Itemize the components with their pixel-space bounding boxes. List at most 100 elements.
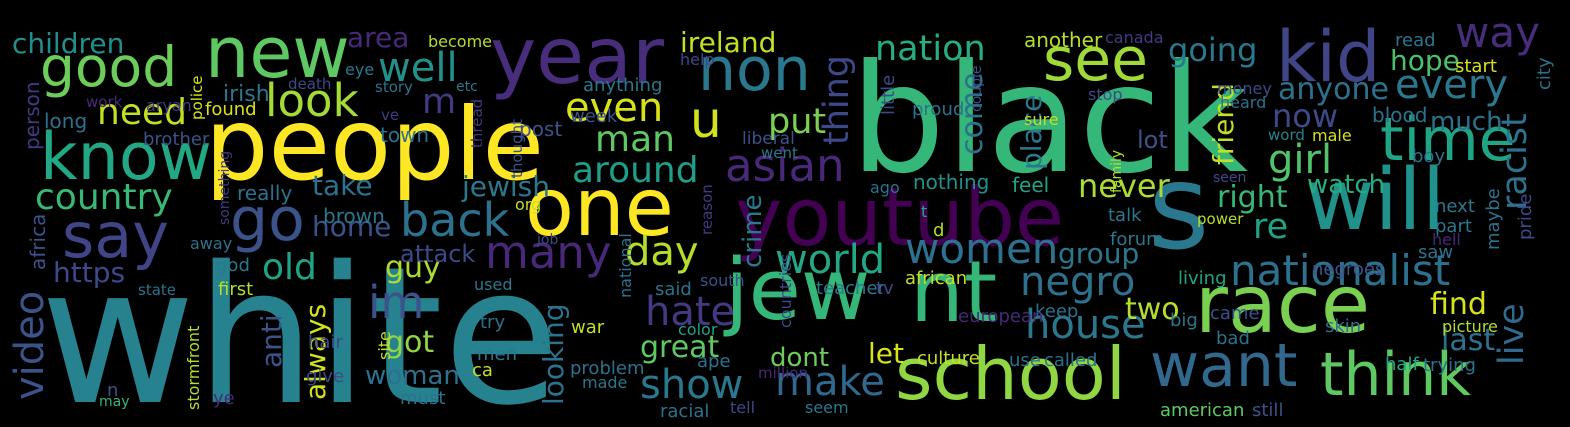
word-area: area xyxy=(347,21,410,54)
word-family: family xyxy=(1109,149,1125,193)
word-picture: picture xyxy=(1442,317,1498,336)
word-live: live xyxy=(1492,303,1532,365)
word-still: still xyxy=(1252,400,1284,421)
word-stop: stop xyxy=(1088,85,1123,104)
word-try: try xyxy=(480,312,506,333)
word-youtube: youtube xyxy=(735,171,1065,264)
word-country: country xyxy=(35,177,173,218)
word-negroes: negroes xyxy=(1312,259,1385,280)
word-anything: anything xyxy=(583,75,663,96)
word-one: one xyxy=(525,161,674,254)
word-culture: culture xyxy=(917,348,980,369)
word-brother: brother xyxy=(143,129,210,150)
word-skin: skin xyxy=(1325,316,1362,337)
word-non: non xyxy=(698,35,811,105)
word-will: will xyxy=(1305,151,1446,250)
word-people: people xyxy=(205,86,544,203)
word-nationalist: nationalist xyxy=(1230,246,1451,295)
word-hell: hell xyxy=(1432,230,1461,249)
word-hate: hate xyxy=(645,289,736,335)
word-ireland: ireland xyxy=(680,26,777,59)
word-u: u xyxy=(690,91,722,149)
word-town: town xyxy=(380,123,430,147)
word-help: help xyxy=(680,50,715,69)
word-next: next xyxy=(1435,196,1475,217)
word-now: now xyxy=(1272,97,1339,135)
word-male: male xyxy=(1312,126,1352,145)
word-thought: thought xyxy=(508,119,526,178)
word-hair: hair xyxy=(308,332,343,353)
word-police: police xyxy=(188,75,206,120)
word-liberal: liberal xyxy=(742,129,795,149)
word-crime: crime xyxy=(738,194,768,268)
word-girl: girl xyxy=(1268,137,1333,183)
word-s: s xyxy=(1148,138,1210,276)
word-hope: hope xyxy=(1390,44,1460,77)
word-nothing: nothing xyxy=(913,170,990,194)
word-watch: watch xyxy=(1307,170,1386,200)
word-become: become xyxy=(428,32,493,51)
word-old: old xyxy=(262,247,317,288)
word-d: d xyxy=(933,220,945,241)
word-re: re xyxy=(1253,207,1289,247)
word-city: city xyxy=(1534,57,1555,90)
word-brown: brown xyxy=(323,204,385,228)
word-group: group xyxy=(1058,237,1140,270)
word-european: european xyxy=(958,306,1044,327)
word-thread: thread xyxy=(468,98,486,148)
word-feel: feel xyxy=(1012,173,1050,197)
word-boy: boy xyxy=(1412,146,1446,167)
word-part: part xyxy=(1435,216,1472,237)
word-went: went xyxy=(761,144,798,162)
word-many: many xyxy=(485,226,612,279)
word-story: story xyxy=(375,78,413,96)
word-blood: blood xyxy=(1372,103,1428,127)
word-video: video xyxy=(7,290,53,400)
word-canada: canada xyxy=(1105,28,1164,47)
word-jewish: jewish xyxy=(462,170,551,203)
word-lot: lot xyxy=(1137,126,1168,154)
word-world: world xyxy=(775,237,886,283)
word-look: look xyxy=(265,74,359,127)
word-white: white xyxy=(40,226,560,427)
word-god: god xyxy=(216,255,250,276)
word-irish: irish xyxy=(223,82,270,107)
word-african: african xyxy=(905,268,968,289)
word-ye: ye xyxy=(213,388,235,409)
word-race: race xyxy=(1195,258,1371,351)
word-little: little xyxy=(878,74,899,115)
word-pride: pride xyxy=(1515,193,1536,240)
word-reason: reason xyxy=(698,184,716,235)
word-money: money xyxy=(1217,79,1272,98)
word-children: children xyxy=(12,27,125,60)
word-tell: tell xyxy=(730,398,756,417)
word-attack: attack xyxy=(400,240,476,268)
word-give: give xyxy=(306,366,345,387)
word-war: war xyxy=(571,317,605,338)
word-place: place xyxy=(1015,94,1048,170)
word-must: must xyxy=(400,388,446,409)
word-last: last xyxy=(1441,323,1496,358)
word-said: said xyxy=(655,279,692,300)
word-sure: sure xyxy=(1024,110,1059,129)
word-jew: jew xyxy=(725,241,871,340)
word-use: use xyxy=(1009,350,1041,371)
word-work: work xyxy=(86,93,123,111)
word-long: long xyxy=(44,109,88,133)
word-kid: kid xyxy=(1276,16,1381,98)
word-job: job xyxy=(537,232,559,248)
word-talk: talk xyxy=(1108,205,1142,226)
word-eye: eye xyxy=(345,60,375,79)
word-way: way xyxy=(1455,8,1540,57)
word-made: made xyxy=(582,373,628,392)
word-state: state xyxy=(138,281,176,299)
word-t: t xyxy=(921,202,928,221)
word-well: well xyxy=(378,45,458,91)
word-nation: nation xyxy=(875,29,986,69)
word-never: never xyxy=(1078,167,1170,205)
word-problem: problem xyxy=(570,358,645,379)
word-aryan: aryan xyxy=(146,96,192,115)
word-came: came xyxy=(1210,303,1260,324)
word-word: word xyxy=(1268,126,1305,144)
